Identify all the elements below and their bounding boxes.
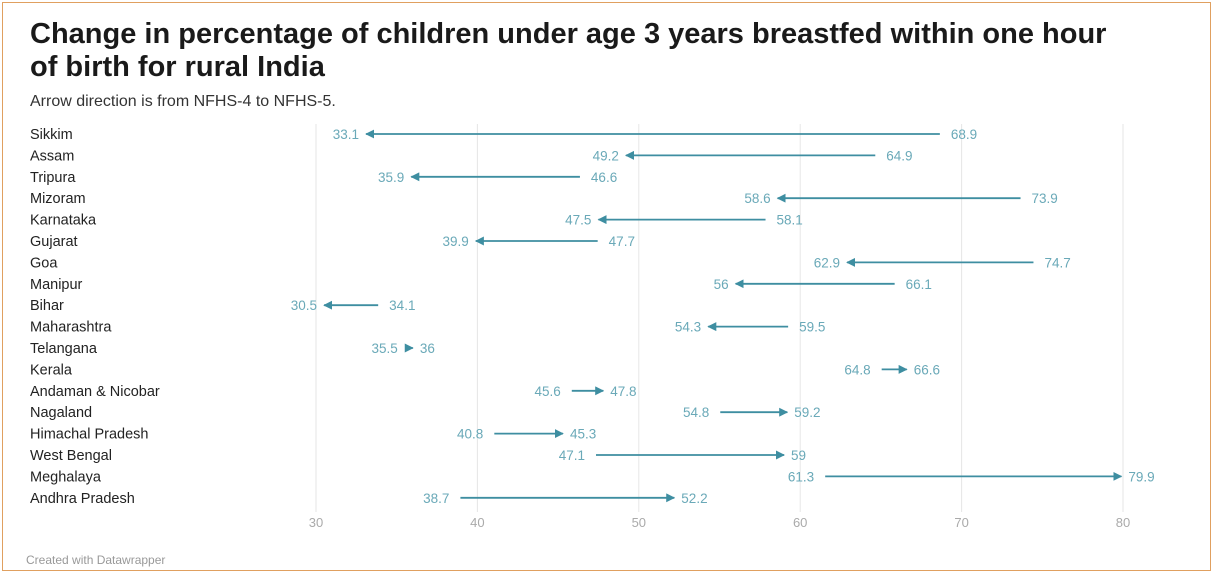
row-label: Bihar [30,298,64,314]
nfhs4-value-label: 54.8 [683,405,709,420]
x-tick-label: 80 [1116,515,1130,530]
nfhs5-value-label: 54.3 [675,320,701,335]
x-tick-label: 30 [309,515,323,530]
nfhs5-value-label: 45.3 [570,427,596,442]
nfhs4-value-label: 68.9 [951,127,977,142]
nfhs5-value-label: 59 [791,448,806,463]
nfhs4-value-label: 45.6 [535,384,561,399]
nfhs4-value-label: 73.9 [1032,191,1058,206]
row-telangana: Telangana 35.5 36 [30,341,435,357]
row-himachal-pradesh: Himachal Pradesh 40.8 45.3 [30,427,596,443]
nfhs5-value-label: 35.9 [378,170,404,185]
nfhs4-value-label: 46.6 [591,170,617,185]
row-west-bengal: West Bengal 47.1 59 [30,448,806,464]
nfhs5-value-label: 30.5 [291,298,317,313]
nfhs5-value-label: 33.1 [333,127,359,142]
nfhs5-value-label: 62.9 [814,255,840,270]
x-tick-label: 50 [632,515,646,530]
row-label: Gujarat [30,234,78,250]
nfhs4-value-label: 34.1 [389,298,415,313]
nfhs4-value-label: 47.1 [559,448,585,463]
nfhs4-value-label: 74.7 [1044,255,1070,270]
nfhs5-value-label: 39.9 [443,234,469,249]
nfhs5-value-label: 47.8 [610,384,636,399]
nfhs5-value-label: 47.5 [565,213,591,228]
row-label: Goa [30,255,58,271]
row-nagaland: Nagaland 54.8 59.2 [30,405,821,421]
nfhs5-value-label: 49.2 [593,148,619,163]
row-label: Manipur [30,277,83,293]
nfhs4-value-label: 58.1 [777,213,803,228]
row-kerala: Kerala 64.8 66.6 [30,362,940,378]
row-label: Assam [30,148,74,164]
row-label: Meghalaya [30,469,102,485]
nfhs5-value-label: 79.9 [1128,469,1154,484]
chart-footer: Created with Datawrapper [26,553,166,567]
chart-subtitle: Arrow direction is from NFHS-4 to NFHS-5… [30,93,336,110]
row-manipur: Manipur 66.1 56 [30,277,932,293]
row-karnataka: Karnataka 58.1 47.5 [30,213,803,229]
nfhs4-value-label: 64.9 [886,148,912,163]
nfhs4-value-label: 64.8 [844,362,870,377]
nfhs4-value-label: 59.5 [799,320,825,335]
row-label: Mizoram [30,191,86,207]
nfhs5-value-label: 36 [420,341,435,356]
row-label: Kerala [30,362,73,378]
row-label: Maharashtra [30,320,112,336]
row-goa: Goa 74.7 62.9 [30,255,1071,271]
nfhs4-value-label: 47.7 [609,234,635,249]
nfhs4-value-label: 35.5 [371,341,397,356]
x-tick-label: 70 [954,515,968,530]
row-label: Telangana [30,341,98,357]
nfhs4-value-label: 66.1 [906,277,932,292]
row-label: Andhra Pradesh [30,491,135,507]
row-label: Himachal Pradesh [30,427,148,443]
row-label: Nagaland [30,405,92,421]
nfhs5-value-label: 59.2 [794,405,820,420]
x-tick-label: 60 [793,515,807,530]
row-mizoram: Mizoram 73.9 58.6 [30,191,1058,207]
nfhs5-value-label: 58.6 [744,191,770,206]
row-andaman-nicobar: Andaman & Nicobar 45.6 47.8 [30,384,637,400]
nfhs4-value-label: 38.7 [423,491,449,506]
row-assam: Assam 64.9 49.2 [30,148,913,164]
row-maharashtra: Maharashtra 59.5 54.3 [30,320,825,336]
nfhs4-value-label: 61.3 [788,469,814,484]
row-bihar: Bihar 34.1 30.5 [30,298,415,314]
nfhs5-value-label: 52.2 [681,491,707,506]
nfhs5-value-label: 56 [714,277,729,292]
row-label: Karnataka [30,213,97,229]
row-label: Tripura [30,170,76,186]
chart-title: Change in percentage of children under a… [30,18,1107,83]
row-label: West Bengal [30,448,112,464]
x-tick-label: 40 [470,515,484,530]
row-tripura: Tripura 46.6 35.9 [30,170,617,186]
row-meghalaya: Meghalaya 61.3 79.9 [30,469,1155,485]
row-gujarat: Gujarat 47.7 39.9 [30,234,635,250]
row-label: Sikkim [30,127,73,143]
nfhs5-value-label: 66.6 [914,362,940,377]
nfhs4-value-label: 40.8 [457,427,483,442]
row-sikkim: Sikkim 68.9 33.1 [30,127,977,143]
row-andhra-pradesh: Andhra Pradesh 38.7 52.2 [30,491,708,507]
row-label: Andaman & Nicobar [30,384,160,400]
